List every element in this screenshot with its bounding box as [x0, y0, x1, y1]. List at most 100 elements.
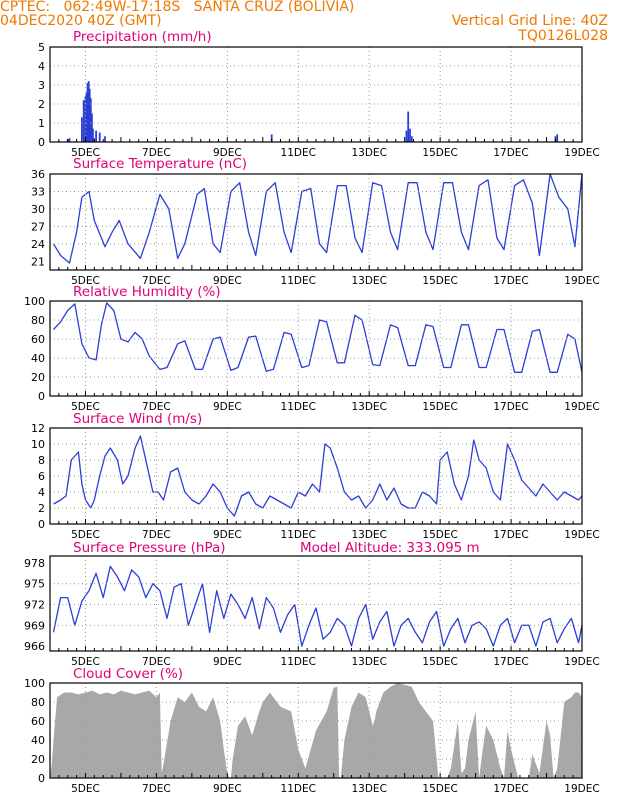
- x-date-label: 7DEC: [142, 275, 171, 287]
- x-date-label: 7DEC: [142, 401, 171, 413]
- precip-bar: [409, 128, 411, 142]
- model-code: TQ0126L028: [518, 28, 608, 44]
- x-date-label: 19DEC: [564, 147, 599, 159]
- wind-panel: 0 2 4 6 8 10 12 5DEC 7DEC 9DEC 11DEC 13DEC 15DEC 17DE…: [31, 411, 600, 541]
- x-date-label: 15DEC: [422, 656, 457, 668]
- y-tick-label: 100: [24, 295, 45, 308]
- cloud-frame: [49, 682, 583, 779]
- precip-bar: [407, 111, 410, 142]
- x-date-label: 11DEC: [281, 275, 316, 287]
- x-date-label: 15DEC: [422, 147, 457, 159]
- x-date-label: 5DEC: [71, 529, 100, 541]
- y-tick-label: 8: [38, 454, 45, 467]
- x-date-label: 13DEC: [351, 275, 386, 287]
- x-date-label: 17DEC: [493, 401, 528, 413]
- precip-title: Precipitation (mm/h): [73, 29, 212, 45]
- x-date-label: 13DEC: [351, 147, 386, 159]
- x-date-label: 11DEC: [281, 147, 316, 159]
- x-date-label: 11DEC: [281, 401, 316, 413]
- x-date-label: 9DEC: [213, 529, 242, 541]
- x-date-label: 15DEC: [422, 783, 457, 795]
- rh-panel: 0 20 40 60 80 100 5DEC 7DEC 9DEC 11DEC 13DEC 15DEC 1…: [24, 284, 600, 413]
- y-tick-label: 969: [24, 619, 45, 632]
- precip-bar: [95, 130, 97, 142]
- precip-bar: [98, 132, 101, 142]
- precip-bar: [89, 98, 92, 142]
- y-tick-label: 60: [31, 333, 45, 346]
- rh-title: Relative Humidity (%): [73, 284, 221, 300]
- y-tick-label: 60: [31, 715, 45, 728]
- x-date-label: 9DEC: [213, 147, 242, 159]
- precip-bar: [85, 92, 88, 142]
- x-date-label: 5DEC: [71, 275, 100, 287]
- y-tick-label: 40: [31, 734, 45, 747]
- precip-bar: [91, 113, 93, 142]
- precip-bar: [86, 83, 89, 142]
- y-tick-label: 1: [38, 117, 45, 130]
- x-date-label: 5DEC: [71, 783, 100, 795]
- precip-bar: [270, 134, 273, 142]
- y-tick-label: 20: [31, 371, 45, 384]
- wind-title: Surface Wind (m/s): [73, 411, 202, 427]
- x-date-label: 9DEC: [213, 656, 242, 668]
- precip-bar: [556, 134, 559, 142]
- y-tick-label: 5: [38, 41, 45, 54]
- x-date-label: 11DEC: [281, 656, 316, 668]
- pressure-panel: 966 969 972 975 978 5DEC 7DEC 9DEC 11DEC 13DEC 15D…: [24, 540, 600, 668]
- temp-frame: [49, 173, 583, 271]
- run-date: 04DEC2020 40Z (GMT): [0, 13, 162, 29]
- x-date-label: 17DEC: [493, 783, 528, 795]
- y-tick-label: 972: [24, 599, 45, 612]
- precip-frame: [49, 46, 583, 143]
- y-tick-label: 36: [31, 168, 45, 181]
- model-altitude-annotation: Model Altitude: 333.095 m: [300, 540, 480, 556]
- x-date-label: 19DEC: [564, 529, 599, 541]
- x-date-label: 17DEC: [493, 656, 528, 668]
- x-date-label: 17DEC: [493, 275, 528, 287]
- y-tick-label: 6: [38, 470, 45, 483]
- temp-title: Surface Temperature (nC): [73, 156, 247, 172]
- rh-frame: [49, 300, 583, 397]
- x-date-label: 9DEC: [213, 783, 242, 795]
- wind-series-line: [53, 435, 583, 517]
- y-tick-label: 10: [31, 438, 45, 451]
- x-date-label: 19DEC: [564, 783, 599, 795]
- temp-panel: 21 24 27 30 33 36 5DEC 7DEC 9DEC 11DEC 13DEC 15DEC 1…: [31, 156, 600, 287]
- x-date-label: 15DEC: [422, 275, 457, 287]
- y-tick-label: 2: [38, 502, 45, 515]
- y-tick-label: 0: [38, 518, 45, 531]
- x-date-label: 13DEC: [351, 529, 386, 541]
- y-tick-label: 4: [38, 486, 45, 499]
- pressure-title: Surface Pressure (hPa): [73, 540, 226, 556]
- pressure-series-line: [52, 565, 583, 647]
- temp-series-line: [52, 173, 583, 264]
- x-date-label: 7DEC: [142, 147, 171, 159]
- y-tick-label: 40: [31, 352, 45, 365]
- precip-bar: [68, 138, 71, 142]
- precip-panel: 0 1 2 3 4 5 5DEC 7DEC 9DEC 11DEC 13DEC 15DEC 17DEC 19…: [38, 29, 600, 159]
- x-date-label: 13DEC: [351, 401, 386, 413]
- y-tick-label: 978: [24, 557, 45, 570]
- x-date-label: 19DEC: [564, 656, 599, 668]
- y-tick-label: 33: [31, 185, 45, 198]
- x-date-label: 7DEC: [142, 529, 171, 541]
- precip-bar: [81, 117, 83, 142]
- y-tick-label: 100: [24, 677, 45, 690]
- station-info: CPTEC: 062:49W-17:18S SANTA CRUZ (BOLIVI…: [0, 0, 355, 15]
- cloud-title: Cloud Cover (%): [73, 666, 183, 682]
- x-date-label: 19DEC: [564, 275, 599, 287]
- wind-frame: [49, 427, 583, 525]
- y-tick-label: 12: [31, 422, 45, 435]
- x-date-label: 7DEC: [142, 656, 171, 668]
- y-tick-label: 0: [38, 390, 45, 403]
- x-date-label: 5DEC: [71, 656, 100, 668]
- precip-bar: [82, 100, 85, 142]
- x-date-label: 17DEC: [493, 147, 528, 159]
- y-tick-label: 24: [31, 238, 45, 251]
- precip-bar: [104, 136, 106, 142]
- vertical-grid-note: Vertical Grid Line: 40Z: [451, 13, 608, 29]
- y-tick-label: 4: [38, 60, 45, 73]
- x-date-label: 11DEC: [281, 783, 316, 795]
- precip-bar: [87, 81, 90, 142]
- x-date-label: 17DEC: [493, 529, 528, 541]
